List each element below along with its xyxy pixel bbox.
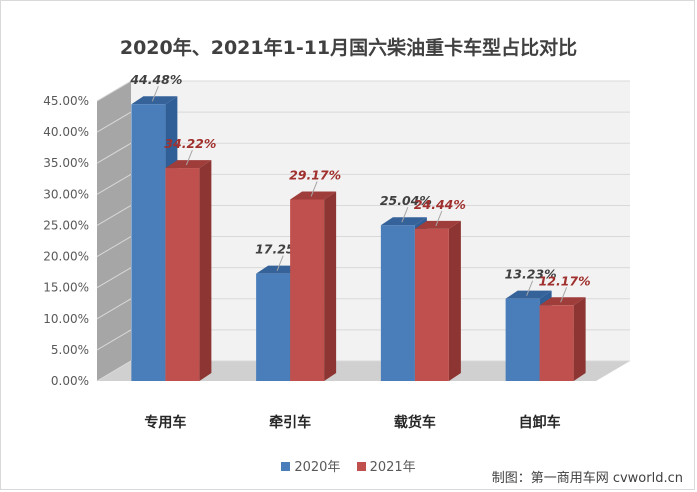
- bar-2021: [165, 168, 200, 381]
- y-tick-label: 35.00%: [43, 156, 89, 170]
- data-label-leader: [526, 280, 534, 296]
- bar-top-2020: [131, 96, 178, 105]
- bar-top-2021: [290, 191, 337, 200]
- y-tick-label: 5.00%: [51, 343, 89, 357]
- x-category-label: 自卸车: [519, 414, 561, 431]
- y-tick-label: 30.00%: [43, 187, 89, 201]
- y-tick-label: 10.00%: [43, 312, 89, 326]
- bar-2021: [290, 199, 325, 381]
- x-category-label: 载货车: [394, 414, 436, 431]
- y-gridline: [96, 173, 630, 195]
- y-gridline: [96, 298, 630, 320]
- data-label: 24.44%: [414, 197, 466, 212]
- bar-top-2021: [414, 220, 461, 229]
- bar-2020: [131, 104, 166, 381]
- chart-title: 2020年、2021年1-11月国六柴油重卡车型占比对比: [119, 37, 578, 59]
- data-label: 34.22%: [164, 136, 216, 151]
- y-gridline: [96, 360, 630, 382]
- bar-side-2021: [448, 220, 461, 381]
- bar-side-2021: [199, 160, 212, 381]
- data-label-leader: [435, 210, 443, 227]
- bar-top-2021: [165, 160, 212, 169]
- y-tick-label: 15.00%: [43, 281, 89, 295]
- chart-floor: [97, 361, 630, 381]
- bar-2020: [256, 273, 291, 381]
- bar-2021: [414, 228, 449, 381]
- y-tick-label: 40.00%: [43, 125, 89, 139]
- legend-label-2021: 2021年: [369, 460, 416, 475]
- bar-2020: [380, 225, 415, 381]
- bar-2020: [505, 298, 540, 381]
- y-gridline: [96, 329, 630, 351]
- legend-item-2021: 2021年: [356, 456, 416, 475]
- legend-swatch-2020: [281, 462, 291, 471]
- bar-top-2021: [539, 297, 586, 306]
- y-gridline: [96, 80, 630, 102]
- y-tick-label: 0.00%: [51, 374, 89, 388]
- legend-swatch-2021: [356, 462, 366, 471]
- bar-side-2021: [324, 191, 337, 381]
- chart-side-wall: [97, 81, 131, 381]
- y-tick-label: 20.00%: [43, 250, 89, 264]
- bar-side-2021: [573, 297, 586, 381]
- chart-credit: 制图：第一商用车网 cvworld.cn: [491, 471, 683, 486]
- data-label-leader: [401, 207, 409, 223]
- legend-item-2020: 2020年: [281, 456, 340, 475]
- legend-label-2020: 2020年: [294, 460, 341, 475]
- data-label: 44.48%: [129, 72, 182, 87]
- data-label-leader: [560, 287, 568, 303]
- y-gridline: [96, 236, 630, 257]
- bar-2021: [539, 305, 574, 381]
- data-label-leader: [310, 181, 318, 197]
- data-label-leader: [185, 149, 193, 166]
- data-label: 12.17%: [539, 273, 591, 288]
- data-label: 25.04%: [380, 193, 432, 208]
- bar-top-2020: [505, 290, 552, 299]
- y-gridline: [96, 142, 630, 164]
- y-tick-label: 45.00%: [43, 94, 89, 108]
- data-label: 29.17%: [289, 167, 341, 182]
- y-gridline: [96, 111, 630, 133]
- x-category-label: 专用车: [144, 414, 186, 431]
- x-category-label: 牵引车: [269, 414, 311, 431]
- data-label-leader: [276, 255, 284, 271]
- chart-legend: 2020年 2021年: [0, 456, 697, 475]
- bar-top-2020: [380, 217, 427, 226]
- y-gridline: [96, 204, 630, 226]
- data-label-leader: [151, 86, 159, 102]
- y-gridline: [96, 267, 630, 289]
- data-label: 13.23%: [505, 267, 557, 282]
- y-tick-label: 25.00%: [43, 218, 89, 232]
